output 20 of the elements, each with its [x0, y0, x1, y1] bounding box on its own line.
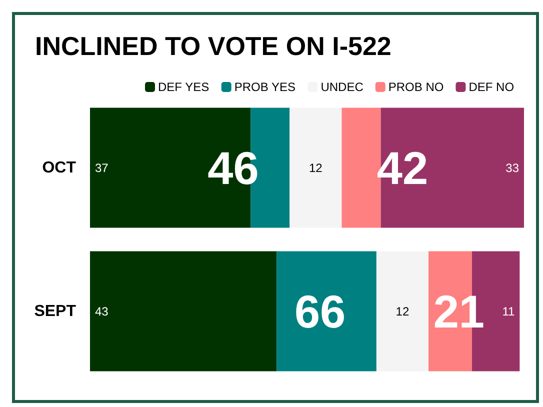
- legend-label: PROB NO: [388, 80, 444, 94]
- data-label: 37: [95, 160, 109, 175]
- y-tick-label: SEPT: [34, 302, 76, 320]
- annotation: 42: [376, 142, 428, 194]
- data-label: 12: [396, 304, 410, 318]
- y-tick-label: OCT: [42, 159, 76, 176]
- annotation: 66: [294, 285, 346, 338]
- data-label: 11: [502, 304, 515, 318]
- bar: [276, 251, 376, 372]
- legend-label: UNDEC: [320, 80, 364, 94]
- bar: [90, 251, 277, 372]
- legend-label: DEF YES: [158, 80, 210, 94]
- legend-label: DEF NO: [468, 80, 514, 94]
- legend-label: PROB YES: [234, 80, 296, 94]
- chart-title: INCLINED TO VOTE ON I-522: [35, 31, 392, 61]
- bar: [290, 108, 342, 228]
- data-label: 12: [309, 160, 323, 175]
- bar: [376, 251, 429, 372]
- data-label: 33: [506, 160, 520, 175]
- data-label: 43: [95, 304, 109, 318]
